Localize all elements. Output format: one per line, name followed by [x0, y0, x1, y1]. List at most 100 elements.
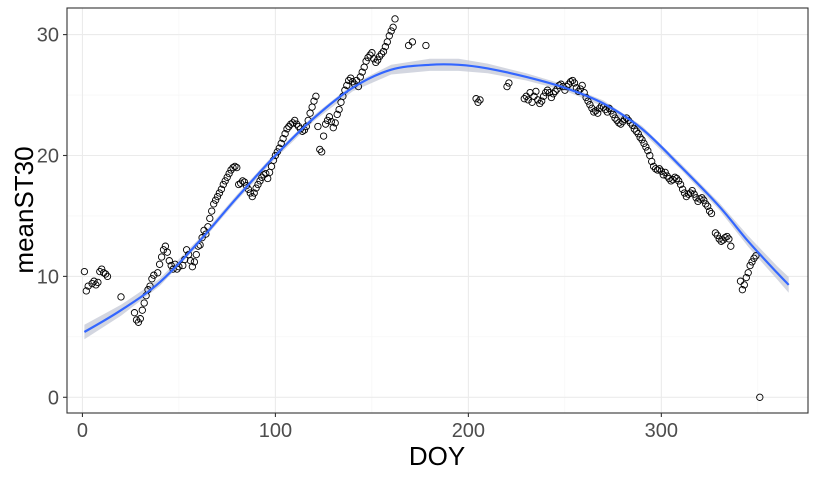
data-point — [748, 258, 756, 266]
data-point — [622, 114, 631, 122]
data-point — [155, 260, 164, 268]
data-point — [211, 196, 220, 204]
data-point — [680, 189, 689, 197]
data-point — [655, 165, 664, 173]
data-point — [94, 278, 102, 287]
data-point — [219, 180, 227, 189]
data-point — [182, 246, 191, 254]
data-point — [229, 163, 237, 172]
data-point — [617, 120, 625, 128]
data-point — [686, 189, 694, 197]
data-point — [256, 177, 264, 185]
data-point — [134, 318, 143, 326]
data-point — [539, 92, 548, 100]
data-point — [738, 286, 747, 294]
data-point — [358, 68, 366, 76]
data-point — [640, 139, 648, 148]
data-point — [117, 293, 125, 301]
data-point — [331, 119, 339, 127]
data-point — [291, 116, 299, 125]
data-point — [752, 252, 760, 260]
data-point — [721, 234, 729, 242]
y-tick-label: 0 — [48, 387, 59, 409]
data-point — [312, 92, 320, 100]
x-tick-label: 200 — [452, 420, 485, 442]
data-point — [536, 99, 544, 108]
data-point — [366, 51, 374, 59]
data-point — [240, 178, 249, 186]
data-point — [316, 145, 324, 154]
data-point — [92, 281, 100, 289]
data-point — [163, 248, 171, 256]
data-point — [584, 97, 592, 105]
data-point — [279, 134, 287, 143]
data-point — [323, 116, 332, 125]
data-point — [254, 180, 262, 189]
data-point — [630, 125, 638, 133]
data-point — [167, 261, 175, 270]
data-point — [688, 186, 696, 195]
data-point — [372, 58, 380, 67]
data-point — [281, 130, 289, 138]
data-point — [138, 306, 146, 314]
data-point — [673, 174, 681, 183]
data-point — [271, 151, 280, 160]
data-point — [165, 257, 173, 265]
data-point — [503, 82, 511, 91]
data-point — [208, 207, 216, 215]
data-point — [246, 189, 254, 197]
data-point — [547, 93, 556, 102]
data-point — [675, 177, 683, 185]
data-point — [200, 226, 208, 235]
data-point — [476, 96, 484, 104]
data-point — [700, 196, 708, 204]
data-point — [387, 27, 395, 35]
data-point — [661, 168, 669, 177]
data-point — [594, 109, 602, 117]
data-point — [84, 282, 92, 290]
data-point — [221, 177, 229, 185]
data-point — [740, 281, 748, 289]
data-point — [213, 192, 222, 201]
data-point — [248, 192, 256, 201]
data-point — [285, 122, 293, 131]
data-point — [522, 92, 530, 100]
data-point — [190, 258, 199, 266]
data-point — [588, 104, 596, 112]
data-point — [736, 277, 745, 285]
data-point — [549, 90, 557, 98]
data-point — [723, 232, 731, 241]
data-point — [188, 263, 197, 271]
data-point — [541, 88, 550, 97]
y-tick-label: 30 — [37, 25, 59, 47]
data-point — [551, 87, 559, 96]
data-point — [704, 202, 712, 210]
data-point — [154, 269, 162, 277]
data-point — [90, 277, 98, 285]
data-point — [472, 95, 480, 103]
data-point — [520, 95, 528, 103]
data-point — [215, 189, 224, 197]
data-point — [534, 96, 542, 104]
data-point — [82, 287, 90, 295]
data-point — [130, 309, 139, 317]
data-point — [592, 107, 600, 115]
x-tick-label: 300 — [645, 420, 678, 442]
x-axis-ticks: 0 100 200 300 — [77, 413, 678, 442]
data-point — [538, 97, 546, 105]
data-point — [381, 43, 390, 51]
data-point — [231, 162, 239, 171]
data-point — [702, 200, 710, 208]
data-point — [690, 190, 698, 198]
data-point — [150, 271, 158, 279]
data-point — [634, 130, 642, 138]
x-tick-label: 0 — [77, 420, 88, 442]
data-point — [242, 182, 251, 190]
data-point — [615, 119, 623, 127]
data-point — [568, 76, 577, 85]
data-point — [609, 110, 617, 119]
data-point — [524, 96, 532, 104]
panel-border — [66, 7, 809, 414]
data-point — [590, 108, 598, 116]
data-point — [391, 15, 399, 23]
